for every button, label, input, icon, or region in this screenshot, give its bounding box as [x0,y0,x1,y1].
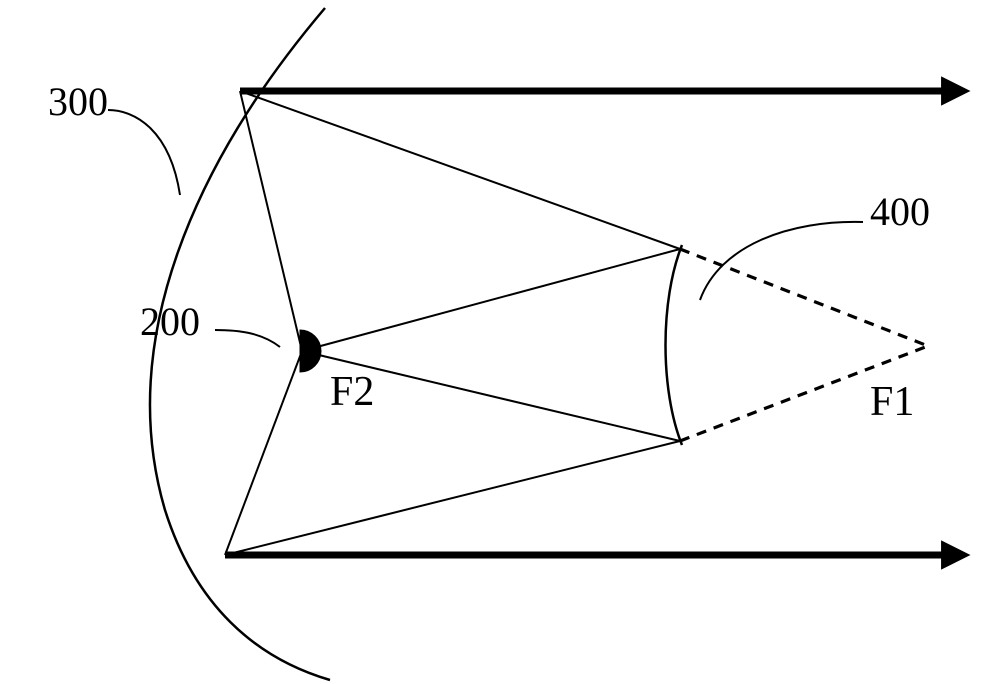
virtual-ray-top-to-f1 [680,249,928,346]
label-L300: 300 [48,79,108,124]
ray-source-to-top [240,91,302,351]
ray-source-to-bottom [225,351,302,555]
label-L200: 200 [140,299,200,344]
ray-small-top-to-f2 [302,249,680,351]
leader-L200 [215,330,280,347]
ray-top-to-small [240,91,680,249]
small-reflector-arc [666,245,683,445]
label-L400: 400 [870,189,930,234]
light-source [300,330,321,372]
label-F2: F2 [330,369,374,415]
leader-L300 [108,110,180,195]
ray-bottom-to-small [225,441,680,555]
label-F1: F1 [870,379,914,425]
